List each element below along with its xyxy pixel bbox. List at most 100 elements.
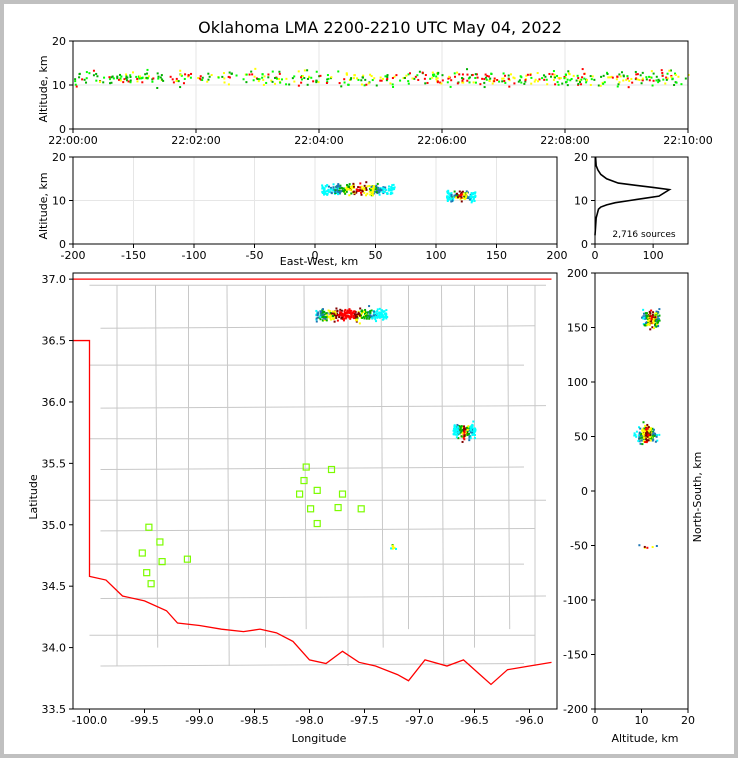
time-altitude-point — [300, 81, 303, 84]
time-altitude-point — [175, 80, 178, 83]
lightning-source-point — [321, 311, 324, 314]
lightning-source-point — [327, 316, 330, 319]
time-altitude-point — [556, 74, 559, 77]
time-altitude-point — [177, 80, 180, 83]
x-tick-label: 100 — [643, 249, 664, 262]
lightning-source-point — [344, 317, 347, 320]
lightning-source-point — [470, 428, 473, 431]
ew-altitude-point — [388, 185, 391, 188]
time-altitude-point — [78, 76, 81, 79]
time-altitude-point — [635, 73, 638, 76]
time-altitude-point — [544, 75, 547, 78]
ns-altitude-point — [652, 322, 655, 325]
time-altitude-point — [300, 78, 303, 81]
time-altitude-point — [626, 75, 629, 78]
time-altitude-point — [661, 74, 664, 77]
ew-altitude-point — [355, 190, 358, 193]
lightning-source-point — [367, 311, 370, 314]
time-altitude-point — [129, 81, 132, 84]
ns-altitude-point — [644, 437, 647, 440]
ew-altitude-point — [390, 186, 393, 189]
ns-altitude-point — [648, 323, 651, 326]
ns-altitude-point — [642, 421, 645, 424]
time-altitude-point — [92, 69, 95, 72]
lightning-source-point — [335, 316, 338, 319]
time-altitude-point — [120, 75, 123, 78]
ns-altitude-point — [634, 433, 637, 436]
lightning-source-point — [341, 316, 344, 319]
ew-altitude-point — [453, 194, 456, 197]
time-altitude-point — [508, 79, 511, 82]
lightning-source-point — [322, 313, 325, 316]
time-altitude-point — [551, 73, 554, 76]
time-altitude-point — [636, 73, 639, 76]
lightning-source-point — [455, 436, 458, 439]
lightning-source-point — [466, 432, 469, 435]
time-altitude-point — [379, 76, 382, 79]
time-altitude-point — [675, 81, 678, 84]
ew-altitude-point — [345, 187, 348, 190]
time-altitude-point — [581, 68, 584, 71]
time-altitude-point — [251, 73, 254, 76]
lightning-source-point — [315, 317, 318, 320]
time-altitude-point — [273, 76, 276, 79]
lma-station-marker — [158, 558, 166, 566]
lightning-source-point — [464, 428, 467, 431]
lightning-source-point — [319, 315, 322, 318]
time-altitude-point — [525, 74, 528, 77]
time-altitude-point — [318, 75, 321, 78]
ew-altitude-point — [464, 197, 467, 200]
lightning-source-point — [383, 310, 386, 313]
time-altitude-point — [657, 78, 660, 81]
time-altitude-point — [141, 76, 144, 79]
ew-altitude-point — [360, 185, 363, 188]
time-altitude-point — [288, 83, 291, 86]
time-altitude-point — [402, 77, 405, 80]
time-altitude-point — [393, 75, 396, 78]
time-altitude-point — [373, 77, 376, 80]
ns-altitude-point — [657, 318, 660, 321]
time-altitude-point — [615, 78, 618, 81]
time-altitude-point — [433, 73, 436, 76]
ew-altitude-point — [352, 187, 355, 190]
ew-altitude-point — [338, 187, 341, 190]
ns-altitude-point — [648, 436, 651, 439]
time-altitude-point — [102, 81, 105, 84]
ns-altitude-point — [644, 317, 647, 320]
time-altitude-point — [184, 73, 187, 76]
lightning-source-point — [352, 316, 355, 319]
ns-altitude-point — [637, 434, 640, 437]
ns-altitude-point — [646, 435, 649, 438]
time-altitude-point — [156, 72, 159, 75]
ew-altitude-point — [370, 185, 373, 188]
time-altitude-point — [338, 82, 341, 85]
ns-altitude-point — [655, 312, 658, 315]
time-altitude-point — [552, 78, 555, 81]
lightning-source-point — [378, 307, 381, 310]
time-altitude-point — [649, 76, 652, 79]
time-altitude-point — [641, 77, 644, 80]
figure-frame: Oklahoma LMA 2200-2210 UTC May 04, 2022 … — [4, 4, 734, 754]
lightning-source-point — [368, 317, 371, 320]
time-altitude-point — [187, 74, 190, 77]
ew-altitude-point — [392, 183, 395, 186]
lma-station-marker — [300, 476, 308, 485]
lightning-source-point — [319, 311, 322, 314]
y-tick-label: 10 — [52, 195, 66, 208]
lightning-source-point — [364, 308, 367, 311]
lightning-source-point — [473, 437, 476, 440]
ns-altitude-point — [640, 439, 643, 442]
county-line — [100, 466, 525, 471]
time-altitude-point — [403, 76, 406, 79]
ns-altitude-point — [642, 433, 645, 436]
time-altitude-point — [450, 79, 453, 82]
time-altitude-point — [484, 76, 487, 79]
ew-altitude-point — [382, 186, 385, 189]
time-altitude-point — [275, 76, 278, 79]
lightning-source-point — [354, 317, 357, 320]
lightning-source-point — [370, 309, 373, 312]
time-altitude-point — [475, 73, 478, 76]
time-altitude-point — [182, 82, 185, 85]
ew-altitude-point — [322, 189, 325, 192]
ns-altitude-point — [641, 443, 644, 446]
